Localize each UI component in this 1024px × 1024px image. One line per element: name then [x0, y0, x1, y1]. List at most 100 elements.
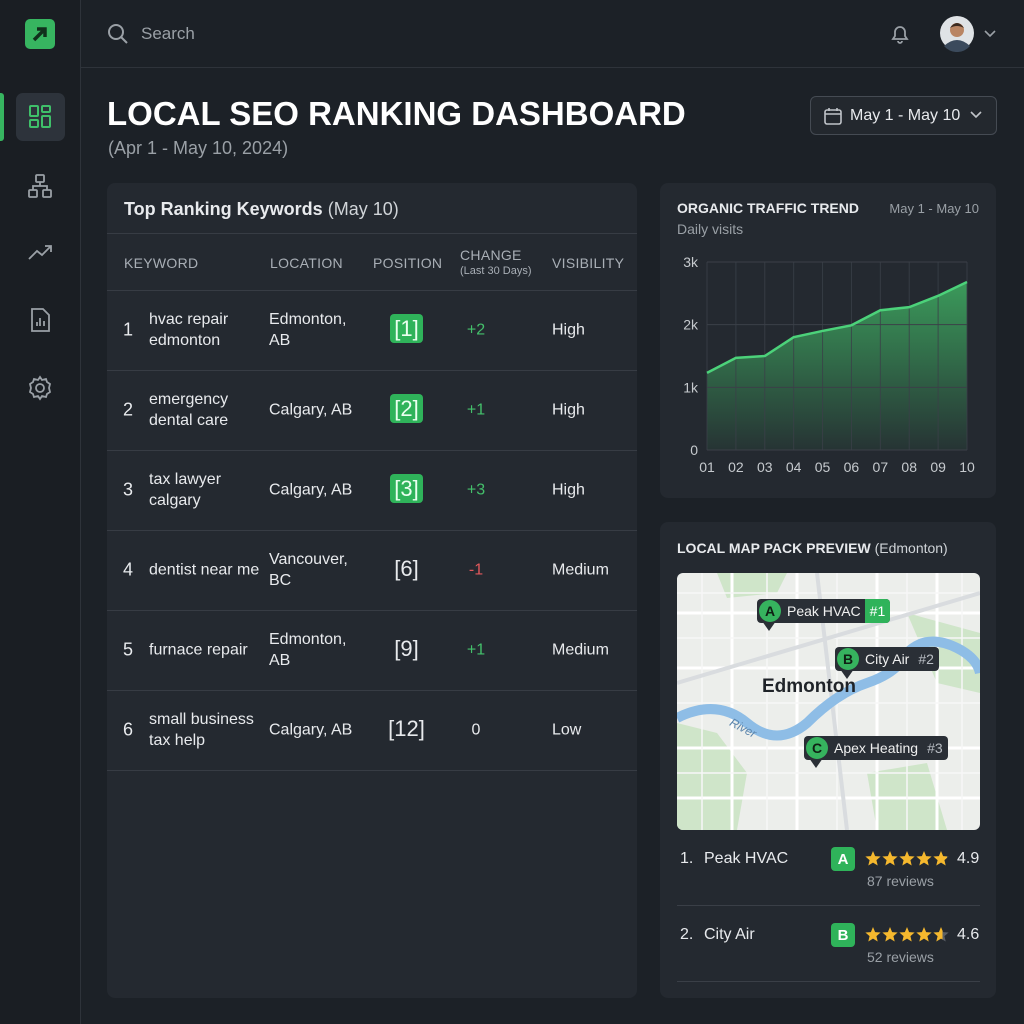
- chart-title: ORGANIC TRAFFIC TREND: [677, 200, 859, 216]
- table-row: 3 tax lawyer calgary Calgary, AB [3] +3 High: [107, 450, 637, 531]
- keywords-panel: Top Ranking Keywords (May 10) KEYWORD LO…: [107, 183, 637, 998]
- nav-sitemap[interactable]: [26, 172, 54, 200]
- change: +1: [466, 641, 486, 659]
- listing-reviews: 87 reviews: [867, 873, 934, 889]
- map-pin[interactable]: C Apex Heating #3: [804, 736, 948, 760]
- chart-date-range: May 1 - May 10: [889, 201, 979, 216]
- panel-title: LOCAL MAP PACK PREVIEW (Edmonton): [677, 540, 948, 556]
- row-rank: 1: [123, 319, 134, 340]
- pin-name: Apex Heating: [834, 740, 919, 756]
- listing-reviews: 52 reviews: [867, 949, 934, 965]
- x-tick-label: 02: [728, 459, 744, 475]
- listing-rank: 2.: [680, 926, 694, 943]
- location: Vancouver, BC: [269, 551, 348, 589]
- table-header: KEYWORD LOCATION POSITION CHANGE (Last 3…: [107, 233, 637, 291]
- column-header: LOCATION: [270, 255, 343, 271]
- listing-rating: 4.9: [957, 850, 980, 867]
- table-row: 1 hvac repair edmonton Edmonton, AB [1] +2 Hi…: [107, 290, 637, 371]
- row-rank: 6: [123, 719, 134, 740]
- map-pin[interactable]: A Peak HVAC #1: [757, 599, 891, 623]
- chart-subtitle: Daily visits: [677, 221, 744, 237]
- area: [707, 282, 967, 450]
- visibility: High: [552, 321, 585, 339]
- star: [899, 927, 915, 942]
- x-tick-label: 06: [844, 459, 860, 475]
- column-note: (Last 30 Days): [460, 265, 532, 277]
- change: +1: [466, 401, 486, 419]
- star: [865, 851, 881, 866]
- x-tick-label: 07: [873, 459, 889, 475]
- y-tick-label: 0: [690, 442, 698, 458]
- position-cell: [12]: [369, 718, 444, 742]
- keyword: tax lawyer calgary: [149, 471, 222, 509]
- keyword: furnace repair: [149, 641, 248, 659]
- change: +3: [466, 481, 486, 499]
- map-title-note: (Edmonton): [874, 540, 948, 556]
- rating-stars: [865, 851, 949, 866]
- map-title: LOCAL MAP PACK PREVIEW: [677, 540, 871, 556]
- rating-stars: [865, 927, 949, 942]
- pin-pointer: [809, 758, 823, 768]
- pin-letter: C: [806, 737, 828, 759]
- pin-letter: B: [837, 648, 859, 670]
- pin-pointer: [840, 669, 854, 679]
- page-title: LOCAL SEO RANKING DASHBOARD: [107, 95, 686, 132]
- star: [882, 927, 898, 942]
- nav-dashboard[interactable]: [16, 93, 65, 141]
- star: [882, 851, 898, 866]
- nav-reports[interactable]: [26, 306, 54, 334]
- y-tick-label: 2k: [683, 317, 699, 333]
- map-pin[interactable]: B City Air #2: [835, 647, 939, 671]
- map-view[interactable]: Edmonton River A Peak HVAC #1 B City Air #2 C A…: [677, 573, 980, 830]
- date-picker[interactable]: May 1 - May 10: [810, 96, 997, 135]
- pin-rank: #3: [927, 740, 943, 756]
- y-tick-label: 3k: [683, 254, 699, 270]
- pin-pointer: [762, 621, 776, 631]
- keyword: emergency dental care: [149, 391, 229, 429]
- keywords-title-note: (May 10): [327, 199, 399, 219]
- visibility: Low: [552, 721, 582, 739]
- table-row: 2 emergency dental care Calgary, AB [2] +1 Hi…: [107, 370, 637, 451]
- position-cell: [3]: [369, 474, 444, 503]
- row-rank: 3: [123, 479, 134, 500]
- change: +2: [466, 321, 486, 339]
- location: Edmonton, AB: [269, 631, 347, 669]
- pin-letter: A: [759, 600, 781, 622]
- change: 0: [471, 721, 481, 739]
- position: [6]: [394, 556, 419, 581]
- table-row: 6 small business tax help Calgary, AB [12] 0…: [107, 690, 637, 771]
- search-input[interactable]: Search: [141, 24, 195, 43]
- nav-settings[interactable]: [26, 374, 54, 402]
- location: Edmonton, AB: [269, 311, 347, 349]
- notifications[interactable]: [888, 22, 912, 46]
- y-tick-label: 1k: [683, 379, 699, 395]
- visibility: High: [552, 481, 585, 499]
- page-subtitle: (Apr 1 - May 10, 2024): [108, 138, 289, 158]
- visibility: High: [552, 401, 585, 419]
- location: Calgary, AB: [269, 401, 353, 419]
- nav-trends[interactable]: [26, 239, 54, 267]
- pin-name: Peak HVAC: [787, 603, 861, 619]
- map-city-label: Edmonton: [762, 676, 856, 697]
- listing-name: Peak HVAC: [704, 850, 789, 867]
- position: [3]: [390, 474, 423, 503]
- visibility: Medium: [552, 641, 609, 659]
- logo[interactable]: [24, 18, 56, 50]
- listing-rank: 1.: [680, 850, 694, 867]
- position: [1]: [390, 314, 423, 343]
- user-avatar[interactable]: [940, 16, 1010, 52]
- x-tick-label: 05: [815, 459, 831, 475]
- star: [899, 851, 915, 866]
- x-tick-label: 03: [757, 459, 773, 475]
- visibility: Medium: [552, 561, 609, 579]
- location: Calgary, AB: [269, 721, 353, 739]
- row-rank: 5: [123, 639, 134, 660]
- star: [933, 851, 949, 866]
- row-rank: 4: [123, 559, 134, 580]
- pin-name: City Air: [865, 651, 910, 667]
- listing: 1. Peak HVAC A 4.9 87 reviews: [660, 832, 996, 908]
- position-cell: [6]: [369, 558, 444, 582]
- line: [706, 280, 968, 375]
